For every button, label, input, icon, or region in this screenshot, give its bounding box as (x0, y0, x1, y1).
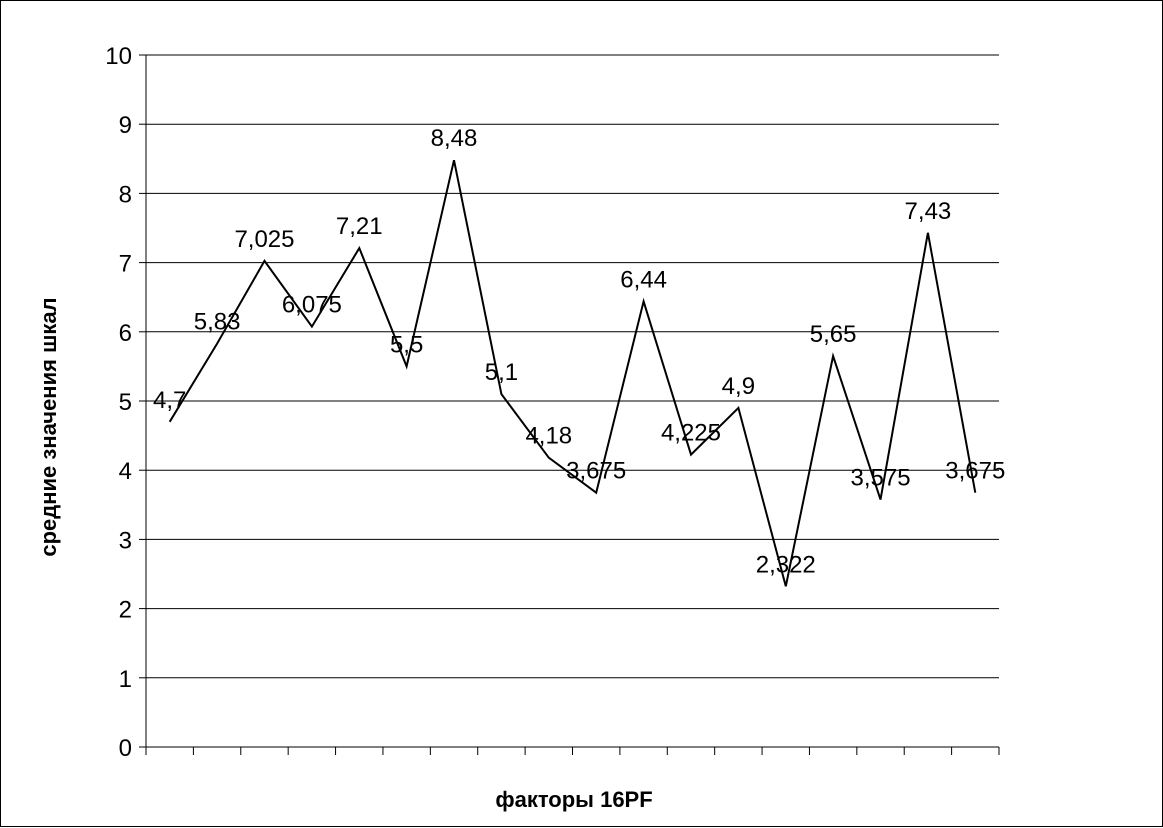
data-label: 7,43 (905, 198, 952, 225)
y-tick-label: 4 (119, 458, 132, 485)
data-labels: 4,7 5,83 7,025 6,075 7,21 5,5 8,48 5,1 4,18 3,675… (153, 125, 1005, 578)
y-tick-label: 0 (119, 735, 132, 762)
x-axis-title: факторы 16PF (495, 787, 652, 812)
data-label: 7,025 (234, 226, 294, 253)
data-label: 5,1 (485, 359, 518, 386)
y-tick-label: 9 (119, 112, 132, 139)
y-tick-labels: 0 1 2 3 4 5 6 7 8 9 10 (105, 43, 132, 762)
data-label: 4,9 (722, 373, 755, 400)
data-label: 5,65 (810, 321, 857, 348)
data-label: 3,675 (566, 458, 626, 485)
data-label: 5,83 (194, 309, 241, 336)
data-label: 2,322 (756, 551, 816, 578)
data-label: 4,18 (525, 423, 572, 450)
data-label: 8,48 (431, 125, 478, 152)
y-tick-label: 6 (119, 320, 132, 347)
data-label: 4,225 (661, 420, 721, 447)
y-tick-label: 7 (119, 251, 132, 278)
y-tick-label: 2 (119, 597, 132, 624)
axes (139, 54, 1000, 755)
y-tick-label: 1 (119, 666, 132, 693)
y-tick-label: 10 (105, 43, 132, 70)
y-tick-label: 5 (119, 389, 132, 416)
y-tick-label: 8 (119, 181, 132, 208)
y-tick-label: 3 (119, 527, 132, 554)
data-label: 3,675 (945, 458, 1005, 485)
gridlines (146, 54, 999, 679)
data-label: 3,575 (850, 465, 910, 492)
data-label: 5,5 (390, 331, 423, 358)
series-line-group (168, 159, 977, 587)
data-label: 6,075 (282, 292, 342, 319)
data-label: 7,21 (336, 213, 383, 240)
y-axis-title: средние значения шкал (36, 297, 61, 556)
data-label: 4,7 (153, 387, 186, 414)
series-line (168, 159, 977, 587)
data-label: 6,44 (620, 266, 667, 293)
